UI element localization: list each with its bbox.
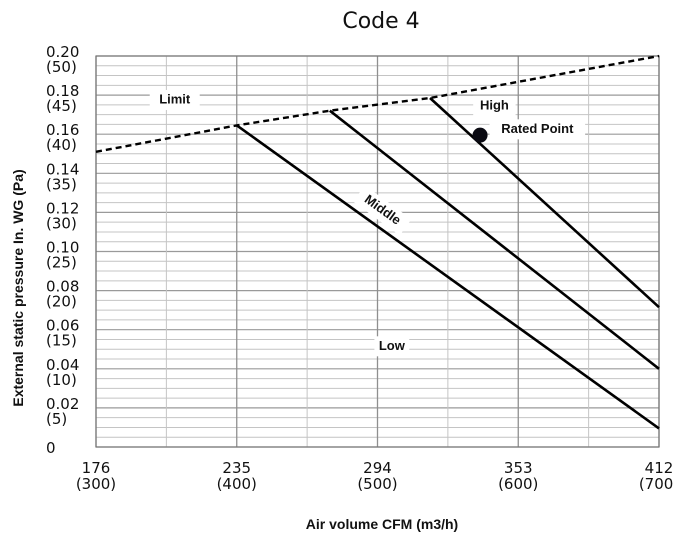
y-tick-label: 0.04 — [46, 356, 79, 374]
tick-labels: 0.20(50) 0.18(45) 0.16(40) 0.14(35) 0.12(30)… — [46, 43, 673, 493]
y-tick-label-pa: (5) — [46, 410, 67, 428]
plot-border — [95, 55, 660, 448]
annotation-background — [489, 119, 586, 140]
y-tick-label: 0.18 — [46, 82, 79, 100]
y-tick-label-pa: (10) — [46, 371, 77, 389]
series-line-limit — [95, 54, 660, 153]
annotation-background — [149, 89, 200, 110]
y-tick-label: 0.08 — [46, 278, 79, 296]
x-tick-label: 412 — [645, 459, 673, 477]
rated-point-marker — [472, 127, 488, 143]
annotation-background — [473, 95, 516, 116]
y-tick-label: 0.12 — [46, 199, 79, 217]
x-tick-label-m3h: (500) — [357, 475, 397, 493]
grid — [95, 55, 660, 448]
y-tick-label-pa: (40) — [46, 136, 77, 154]
series-line-high — [429, 97, 660, 309]
y-tick-label: 0.02 — [46, 395, 79, 413]
y-tick-label: 0.06 — [46, 317, 79, 335]
y-tick-label: 0.16 — [46, 121, 79, 139]
y-tick-label: 0.10 — [46, 239, 79, 257]
y-tick-label-pa: (30) — [46, 214, 77, 232]
series-line-low — [236, 124, 660, 430]
y-tick-label: 0 — [46, 439, 56, 457]
annotation-background — [374, 336, 410, 357]
y-tick-label-pa: (25) — [46, 254, 77, 272]
annotation-high: High — [480, 97, 509, 112]
x-tick-label-m3h: (600) — [498, 475, 538, 493]
annotation-rated-point: Rated Point — [501, 121, 574, 136]
x-tick-label-m3h: (400) — [217, 475, 257, 493]
x-tick-label: 235 — [222, 459, 251, 477]
y-tick-label-pa: (50) — [46, 58, 77, 76]
x-tick-label-m3h: (700) — [639, 475, 673, 493]
series-line-middle — [328, 109, 660, 370]
y-axis-label: External static pressure In. WG (Pa) — [10, 169, 26, 406]
chart-title: Code 4 — [342, 9, 419, 34]
y-tick-label-pa: (15) — [46, 332, 77, 350]
x-axis-label: Air volume CFM (m3/h) — [306, 516, 458, 532]
annotation-limit: Limit — [159, 91, 191, 106]
y-tick-label: 0.20 — [46, 43, 79, 61]
annotation-background — [353, 185, 412, 236]
x-tick-label: 353 — [504, 459, 533, 477]
x-tick-label-m3h: (300) — [76, 475, 116, 493]
series-lines — [95, 54, 660, 430]
y-tick-label-pa: (20) — [46, 293, 77, 311]
x-tick-label: 176 — [82, 459, 111, 477]
y-tick-label: 0.14 — [46, 160, 79, 178]
y-tick-label-pa: (45) — [46, 97, 77, 115]
x-tick-label: 294 — [363, 459, 392, 477]
annotation-backgrounds — [149, 89, 586, 357]
annotation-low: Low — [379, 338, 406, 353]
y-tick-label-pa: (35) — [46, 175, 77, 193]
